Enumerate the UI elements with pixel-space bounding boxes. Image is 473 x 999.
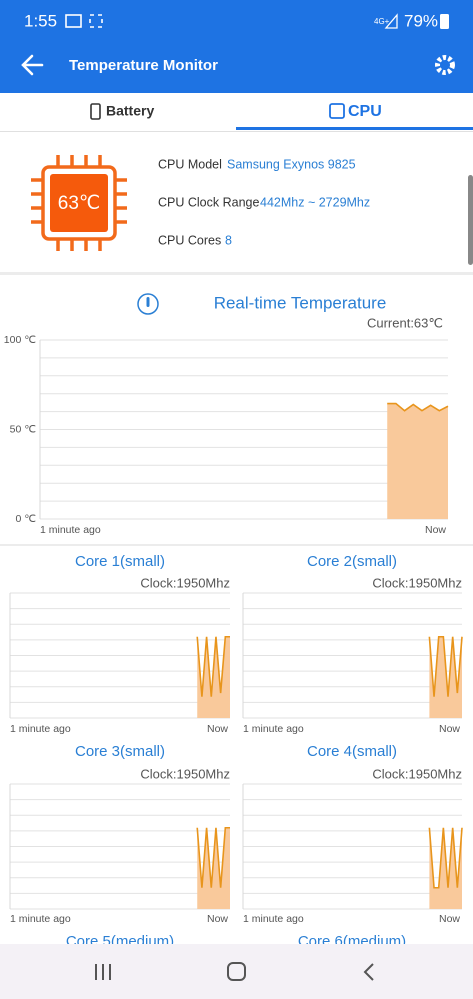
chart-title: Core 4(small)	[307, 743, 397, 760]
info-value: 442Mhz ~ 2729Mhz	[260, 195, 370, 209]
x-tick-label: Now	[425, 524, 446, 536]
series-line	[387, 402, 449, 412]
x-tick-label: Now	[439, 723, 460, 735]
area-fill	[429, 636, 462, 718]
chart-subtitle: Clock:1950Mhz	[140, 766, 230, 781]
y-tick-label: 0 ℃	[15, 513, 36, 525]
area-fill	[387, 403, 448, 519]
series-line	[428, 827, 463, 889]
series-line	[196, 826, 230, 888]
tab-label: Battery	[106, 103, 154, 119]
battery-tab-icon	[90, 103, 101, 120]
battery-icon	[440, 14, 449, 29]
info-label: CPU Clock Range	[158, 195, 259, 209]
x-tick-label: Now	[207, 913, 228, 925]
settings-button[interactable]	[435, 55, 455, 75]
back-nav-button[interactable]	[363, 963, 374, 981]
battery-percent: 79%	[404, 11, 438, 30]
tab-indicator	[236, 127, 473, 130]
nav-bar	[0, 944, 473, 999]
signal-icon	[384, 13, 398, 29]
recent-apps-button[interactable]	[95, 964, 111, 980]
divider	[0, 272, 473, 275]
y-tick-label: 100 ℃	[4, 334, 36, 346]
series-line	[196, 635, 230, 697]
chart-subtitle: Clock:1950Mhz	[372, 766, 462, 781]
screenshot-icon	[89, 14, 103, 28]
chip-pins	[31, 155, 127, 251]
tab-cpu[interactable]: CPU	[329, 103, 382, 120]
info-value: 8	[225, 233, 232, 247]
network-label: 4G+	[374, 17, 390, 26]
back-button[interactable]	[21, 54, 44, 76]
x-tick-label: 1 minute ago	[40, 524, 101, 536]
chart-title: Real-time Temperature	[214, 293, 387, 312]
gallery-icon	[65, 14, 82, 28]
area-fill	[429, 827, 462, 909]
app-header	[0, 0, 473, 93]
divider	[0, 544, 473, 546]
tab-label: CPU	[348, 103, 382, 120]
home-button[interactable]	[227, 962, 246, 981]
gear-teeth	[435, 55, 455, 75]
chart-subtitle: Clock:1950Mhz	[372, 575, 462, 590]
chart-title: Core 2(small)	[307, 553, 397, 570]
x-tick-label: Now	[439, 913, 460, 925]
series-line	[428, 635, 463, 697]
divider	[0, 131, 473, 132]
thermometer-stem	[146, 297, 150, 307]
cpu-temperature: 63℃	[58, 193, 100, 214]
x-tick-label: 1 minute ago	[10, 723, 71, 735]
chart-title: Core 1(small)	[75, 553, 165, 570]
thermometer-icon	[137, 293, 159, 315]
tab-battery[interactable]: Battery	[90, 103, 154, 120]
y-tick-label: 50 ℃	[10, 423, 37, 435]
scroll-thumb	[468, 175, 473, 265]
chart-subtitle: Clock:1950Mhz	[140, 575, 230, 590]
status-time: 1:55	[24, 11, 57, 30]
x-tick-label: Now	[207, 723, 228, 735]
chart-title: Core 3(small)	[75, 743, 165, 760]
cpu-tab-icon	[329, 103, 345, 119]
cpu-chip-icon	[31, 155, 127, 251]
x-tick-label: 1 minute ago	[243, 913, 304, 925]
chart-subtitle: Current:63℃	[367, 315, 443, 330]
info-value: Samsung Exynos 9825	[227, 157, 356, 171]
info-label: CPU Model	[158, 157, 222, 171]
x-tick-label: 1 minute ago	[10, 913, 71, 925]
chip-core	[50, 174, 108, 232]
gear-hole	[442, 62, 448, 68]
charts: Real-time Temperature Current:63℃ 0 ℃ 50 ℃ 1…	[4, 293, 463, 925]
info-label: CPU Cores	[158, 233, 221, 247]
x-tick-label: 1 minute ago	[243, 723, 304, 735]
app-title: Temperature Monitor	[69, 57, 218, 74]
